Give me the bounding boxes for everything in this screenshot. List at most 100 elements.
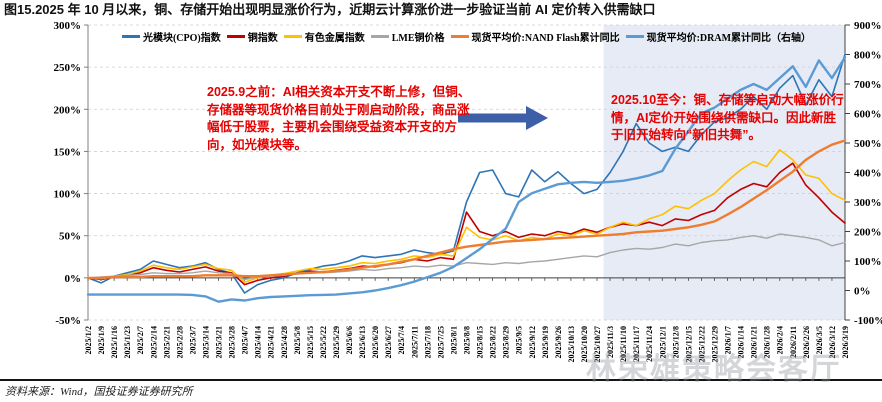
x-axis-label: 2025/12/1	[658, 326, 667, 358]
right-axis-label: 300%	[854, 197, 882, 209]
series-line-1	[87, 162, 846, 286]
x-axis-label: 2025/4/28	[280, 326, 289, 358]
x-axis-label: 2025/12/29	[710, 326, 719, 362]
x-axis-label: 2025/9/26	[554, 326, 563, 358]
legend-item-3: LME铜价格	[370, 29, 445, 44]
legend-label: 现货平均价:NAND Flash累计同比	[471, 33, 620, 44]
legend-swatch	[121, 35, 140, 38]
x-axis-label: 2026/3/19	[841, 326, 850, 358]
right-axis-label: 400%	[854, 168, 882, 180]
highlight-region	[603, 25, 845, 320]
legend-swatch	[283, 35, 302, 38]
right-axis-label: 200%	[854, 227, 882, 239]
x-axis-label: 2026/3/5	[815, 326, 824, 354]
x-axis-label: 2026/1/21	[750, 326, 759, 358]
right-axis-label: 900%	[854, 20, 882, 32]
right-axis-label: 700%	[854, 79, 882, 91]
x-axis-label: 2025/11/24	[645, 326, 654, 362]
series-line-2	[87, 148, 846, 283]
x-axis-label: 2025/5/8	[293, 326, 302, 354]
x-axis-label: 2026/2/26	[802, 326, 811, 358]
x-axis-label: 2025/8/8	[463, 326, 472, 354]
x-axis-label: 2025/2/14	[149, 326, 158, 358]
x-axis-label: 2025/12/15	[684, 326, 693, 362]
legend-swatch	[625, 35, 644, 38]
x-axis-label: 2025/4/7	[241, 326, 250, 354]
x-axis-label: 2026/2/4	[776, 326, 785, 354]
series-line-4	[86, 139, 847, 280]
x-axis-label: 2025/10/27	[593, 326, 602, 362]
right-axis-label: 0%	[854, 286, 871, 298]
x-axis-label: 2025/8/22	[489, 326, 498, 358]
right-axis-label: 600%	[854, 109, 882, 121]
x-axis-label: 2025/7/25	[436, 326, 445, 358]
annotation-since-oct: 2025.10至今：铜、存储等启动大幅涨价行情，AI定价开始围绕供需缺口。因此新…	[611, 93, 844, 142]
x-axis-label: 2025/6/6	[345, 326, 354, 354]
x-axis-label: 2025/7/18	[423, 326, 432, 358]
x-axis-label: 2025/2/28	[175, 326, 184, 358]
x-axis-label: 2025/10/20	[580, 326, 589, 362]
x-axis-label: 2025/3/21	[215, 326, 224, 358]
x-axis-label: 2025/9/12	[528, 326, 537, 358]
x-axis-label: 2025/11/3	[606, 326, 615, 358]
source-note: 资料来源：Wind，国投证券证券研究所	[5, 386, 193, 398]
legend-swatch	[226, 35, 245, 38]
x-axis-label: 2025/10/13	[567, 326, 576, 362]
x-axis-label: 2025/8/15	[476, 326, 485, 358]
x-axis-label: 2025/9/5	[515, 326, 524, 354]
x-axis-label: 2025/7/11	[410, 326, 419, 358]
x-axis-label: 2025/5/15	[306, 326, 315, 358]
legend-item-0: 光模块(CPO)指数	[121, 29, 221, 44]
series-line-5	[86, 56, 847, 303]
figure-title: 图15.2025 年 10 月以来，铜、存储开始出现明显涨价行为，近期云计算涨价…	[4, 2, 656, 17]
legend-swatch	[450, 35, 469, 38]
x-axis-label: 2025/12/8	[671, 326, 680, 358]
x-axis-label: 2026/1/7	[724, 326, 733, 354]
x-axis-label: 2025/8/1	[449, 326, 458, 354]
x-axis-label: 2025/2/7	[136, 326, 145, 354]
left-axis-label: 250%	[54, 62, 82, 74]
x-axis-label: 2025/5/22	[319, 326, 328, 358]
x-axis-label: 2025/1/16	[110, 326, 119, 358]
x-axis-label: 2025/3/14	[201, 326, 210, 358]
x-axis-label: 2025/8/29	[502, 326, 511, 358]
legend-label: LME铜价格	[391, 33, 445, 44]
legend-label: 有色金属指数	[304, 33, 365, 44]
left-axis-label: -50%	[55, 315, 81, 327]
footer-divider	[0, 379, 882, 381]
legend-swatch	[370, 35, 389, 38]
x-axis-label: 2025/1/2	[84, 326, 93, 354]
x-axis-label: 2025/3/28	[228, 326, 237, 358]
legend-item-1: 铜指数	[226, 29, 278, 44]
x-axis-label: 2025/6/13	[358, 326, 367, 358]
x-axis-label: 2025/6/20	[371, 326, 380, 358]
x-axis-label: 2025/5/29	[332, 326, 341, 358]
left-axis-label: 50%	[59, 231, 81, 243]
left-axis-label: 100%	[54, 189, 82, 201]
right-axis-label: 800%	[854, 50, 882, 62]
x-axis-label: 2025/6/27	[384, 326, 393, 358]
x-axis-label: 2025/11/17	[632, 326, 641, 362]
x-axis-label: 2025/7/4	[397, 326, 406, 354]
left-axis-label: 0%	[65, 273, 82, 285]
right-axis-label: 500%	[854, 138, 882, 150]
left-axis-label: 300%	[54, 20, 82, 32]
legend-item-2: 有色金属指数	[283, 29, 365, 44]
x-axis-label: 2026/1/28	[763, 326, 772, 358]
right-axis-label: 100%	[854, 256, 882, 268]
x-axis-label: 2025/1/23	[123, 326, 132, 358]
legend-label: 现货平均价:DRAM累计同比（右轴）	[646, 33, 812, 44]
x-axis-label: 2025/4/14	[254, 326, 263, 358]
legend-item-4: 现货平均价:NAND Flash累计同比	[450, 29, 620, 44]
legend-item-5: 现货平均价:DRAM累计同比（右轴）	[625, 29, 812, 44]
x-axis-label: 2025/12/22	[697, 326, 706, 362]
x-axis-label: 2025/4/21	[267, 326, 276, 358]
x-axis-label: 2025/9/19	[541, 326, 550, 358]
left-axis-label: 150%	[54, 146, 82, 158]
legend-label: 铜指数	[247, 33, 278, 44]
left-axis-label: 200%	[54, 104, 82, 116]
series-line-3	[87, 233, 846, 281]
annotation-before-oct: 2025.9之前：AI相关资本开支不断上修，但铜、存储器等现货价格目前处于刚启动…	[207, 85, 471, 152]
arrow-shape	[458, 106, 548, 130]
